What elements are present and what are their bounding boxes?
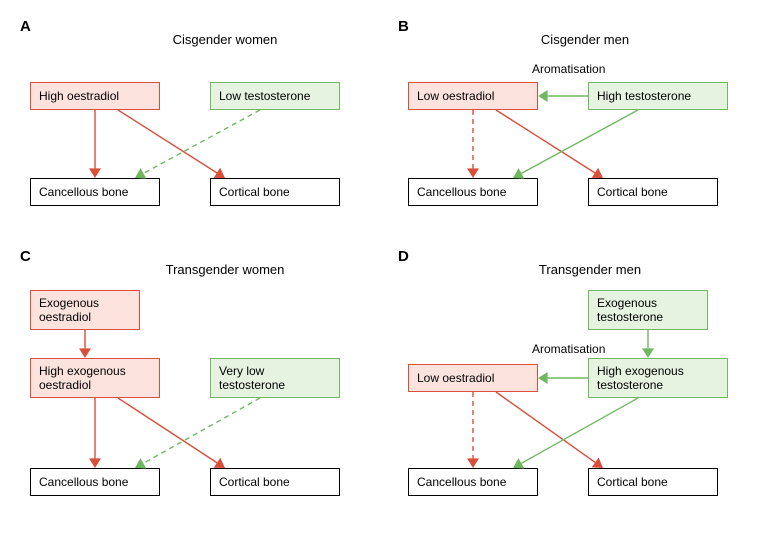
box-d-testosterone: High exogenous testosterone	[588, 358, 728, 398]
box-c-exo: Exogenous oestradiol	[30, 290, 140, 330]
sub-b: Aromatisation	[532, 62, 605, 76]
box-c-oestradiol: High exogenous oestradiol	[30, 358, 160, 398]
title-d: Transgender men	[510, 262, 670, 277]
box-c-cortical: Cortical bone	[210, 468, 340, 496]
box-c-testosterone: Very low testosterone	[210, 358, 340, 398]
box-d-exo: Exogenous testosterone	[588, 290, 708, 330]
box-d-cancellous: Cancellous bone	[408, 468, 538, 496]
box-a-cortical: Cortical bone	[210, 178, 340, 206]
title-a: Cisgender women	[150, 32, 300, 47]
box-b-oestradiol: Low oestradiol	[408, 82, 538, 110]
panel-label-a: A	[20, 18, 31, 35]
box-b-cancellous: Cancellous bone	[408, 178, 538, 206]
box-a-oestradiol: High oestradiol	[30, 82, 160, 110]
panel-label-d: D	[398, 248, 409, 265]
box-c-cancellous: Cancellous bone	[30, 468, 160, 496]
panel-label-b: B	[398, 18, 409, 35]
box-a-cancellous: Cancellous bone	[30, 178, 160, 206]
panel-label-c: C	[20, 248, 31, 265]
box-d-cortical: Cortical bone	[588, 468, 718, 496]
box-d-oestradiol: Low oestradiol	[408, 364, 538, 392]
title-b: Cisgender men	[510, 32, 660, 47]
box-b-cortical: Cortical bone	[588, 178, 718, 206]
box-b-testosterone: High testosterone	[588, 82, 728, 110]
sub-d: Aromatisation	[532, 342, 605, 356]
title-c: Transgender women	[140, 262, 310, 277]
box-a-testosterone: Low testosterone	[210, 82, 340, 110]
